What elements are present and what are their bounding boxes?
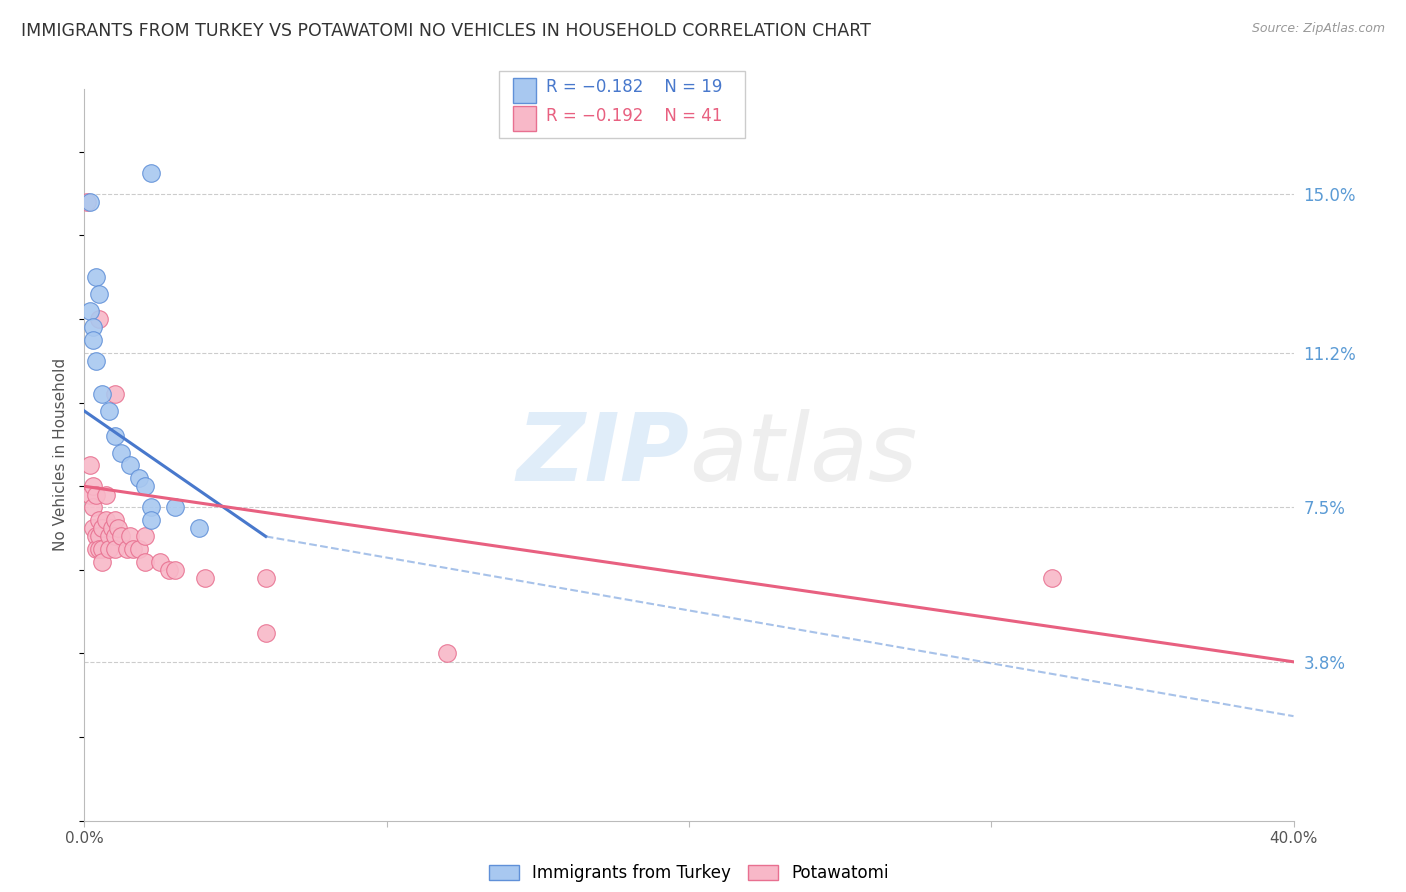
Point <box>104 387 127 401</box>
Y-axis label: No Vehicles in Household: No Vehicles in Household <box>53 359 69 551</box>
Point <box>82 320 104 334</box>
Point <box>97 404 120 418</box>
Point <box>91 554 114 568</box>
Point <box>97 541 120 556</box>
Point <box>82 500 104 515</box>
Point <box>118 529 141 543</box>
Point <box>165 563 187 577</box>
Text: Source: ZipAtlas.com: Source: ZipAtlas.com <box>1251 22 1385 36</box>
Text: ZIP: ZIP <box>516 409 689 501</box>
Point <box>110 446 132 460</box>
Point <box>86 529 108 543</box>
Point <box>128 471 150 485</box>
Point <box>82 521 104 535</box>
Point <box>104 429 127 443</box>
Text: R = −0.192    N = 41: R = −0.192 N = 41 <box>546 107 721 125</box>
Point <box>79 488 101 502</box>
Point <box>254 625 277 640</box>
Text: R = −0.182    N = 19: R = −0.182 N = 19 <box>546 78 721 96</box>
Point <box>1040 571 1063 585</box>
Point <box>128 541 150 556</box>
Point <box>91 521 114 535</box>
Point <box>134 554 156 568</box>
Point <box>94 488 117 502</box>
Point <box>100 521 122 535</box>
Point <box>89 513 111 527</box>
Legend: Immigrants from Turkey, Potawatomi: Immigrants from Turkey, Potawatomi <box>489 863 889 882</box>
Point <box>89 287 111 301</box>
Point <box>134 529 156 543</box>
Point <box>86 270 108 285</box>
Point <box>104 529 127 543</box>
Point <box>107 521 129 535</box>
Point <box>89 312 111 326</box>
Point <box>139 166 162 180</box>
Point <box>79 303 101 318</box>
Point <box>91 387 114 401</box>
Point <box>149 554 172 568</box>
Point <box>76 195 98 210</box>
Point <box>82 333 104 347</box>
Text: atlas: atlas <box>689 409 917 500</box>
Point <box>86 541 108 556</box>
Point <box>104 541 127 556</box>
Point <box>89 529 111 543</box>
Point <box>165 500 187 515</box>
Point <box>97 529 120 543</box>
Point <box>79 195 101 210</box>
Point <box>86 488 108 502</box>
Point <box>91 541 114 556</box>
Point <box>121 541 143 556</box>
Point <box>86 354 108 368</box>
Point <box>194 571 217 585</box>
Point <box>104 513 127 527</box>
Point <box>79 458 101 473</box>
Point <box>436 647 458 661</box>
Point <box>110 529 132 543</box>
Point <box>115 541 138 556</box>
Point <box>82 479 104 493</box>
Point <box>118 458 141 473</box>
Point <box>254 571 277 585</box>
Point <box>139 500 162 515</box>
Text: IMMIGRANTS FROM TURKEY VS POTAWATOMI NO VEHICLES IN HOUSEHOLD CORRELATION CHART: IMMIGRANTS FROM TURKEY VS POTAWATOMI NO … <box>21 22 870 40</box>
Point <box>188 521 211 535</box>
Point <box>134 479 156 493</box>
Point <box>139 513 162 527</box>
Point <box>89 541 111 556</box>
Point <box>94 513 117 527</box>
Point <box>157 563 180 577</box>
